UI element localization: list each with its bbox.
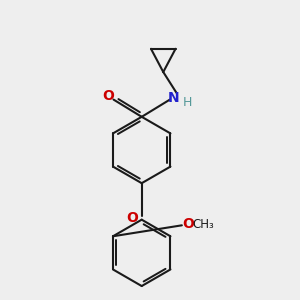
Text: H: H — [182, 96, 192, 109]
Text: O: O — [103, 89, 115, 103]
Text: O: O — [127, 211, 138, 225]
Text: O: O — [182, 217, 194, 231]
Text: N: N — [168, 91, 180, 105]
Text: CH₃: CH₃ — [193, 218, 214, 231]
